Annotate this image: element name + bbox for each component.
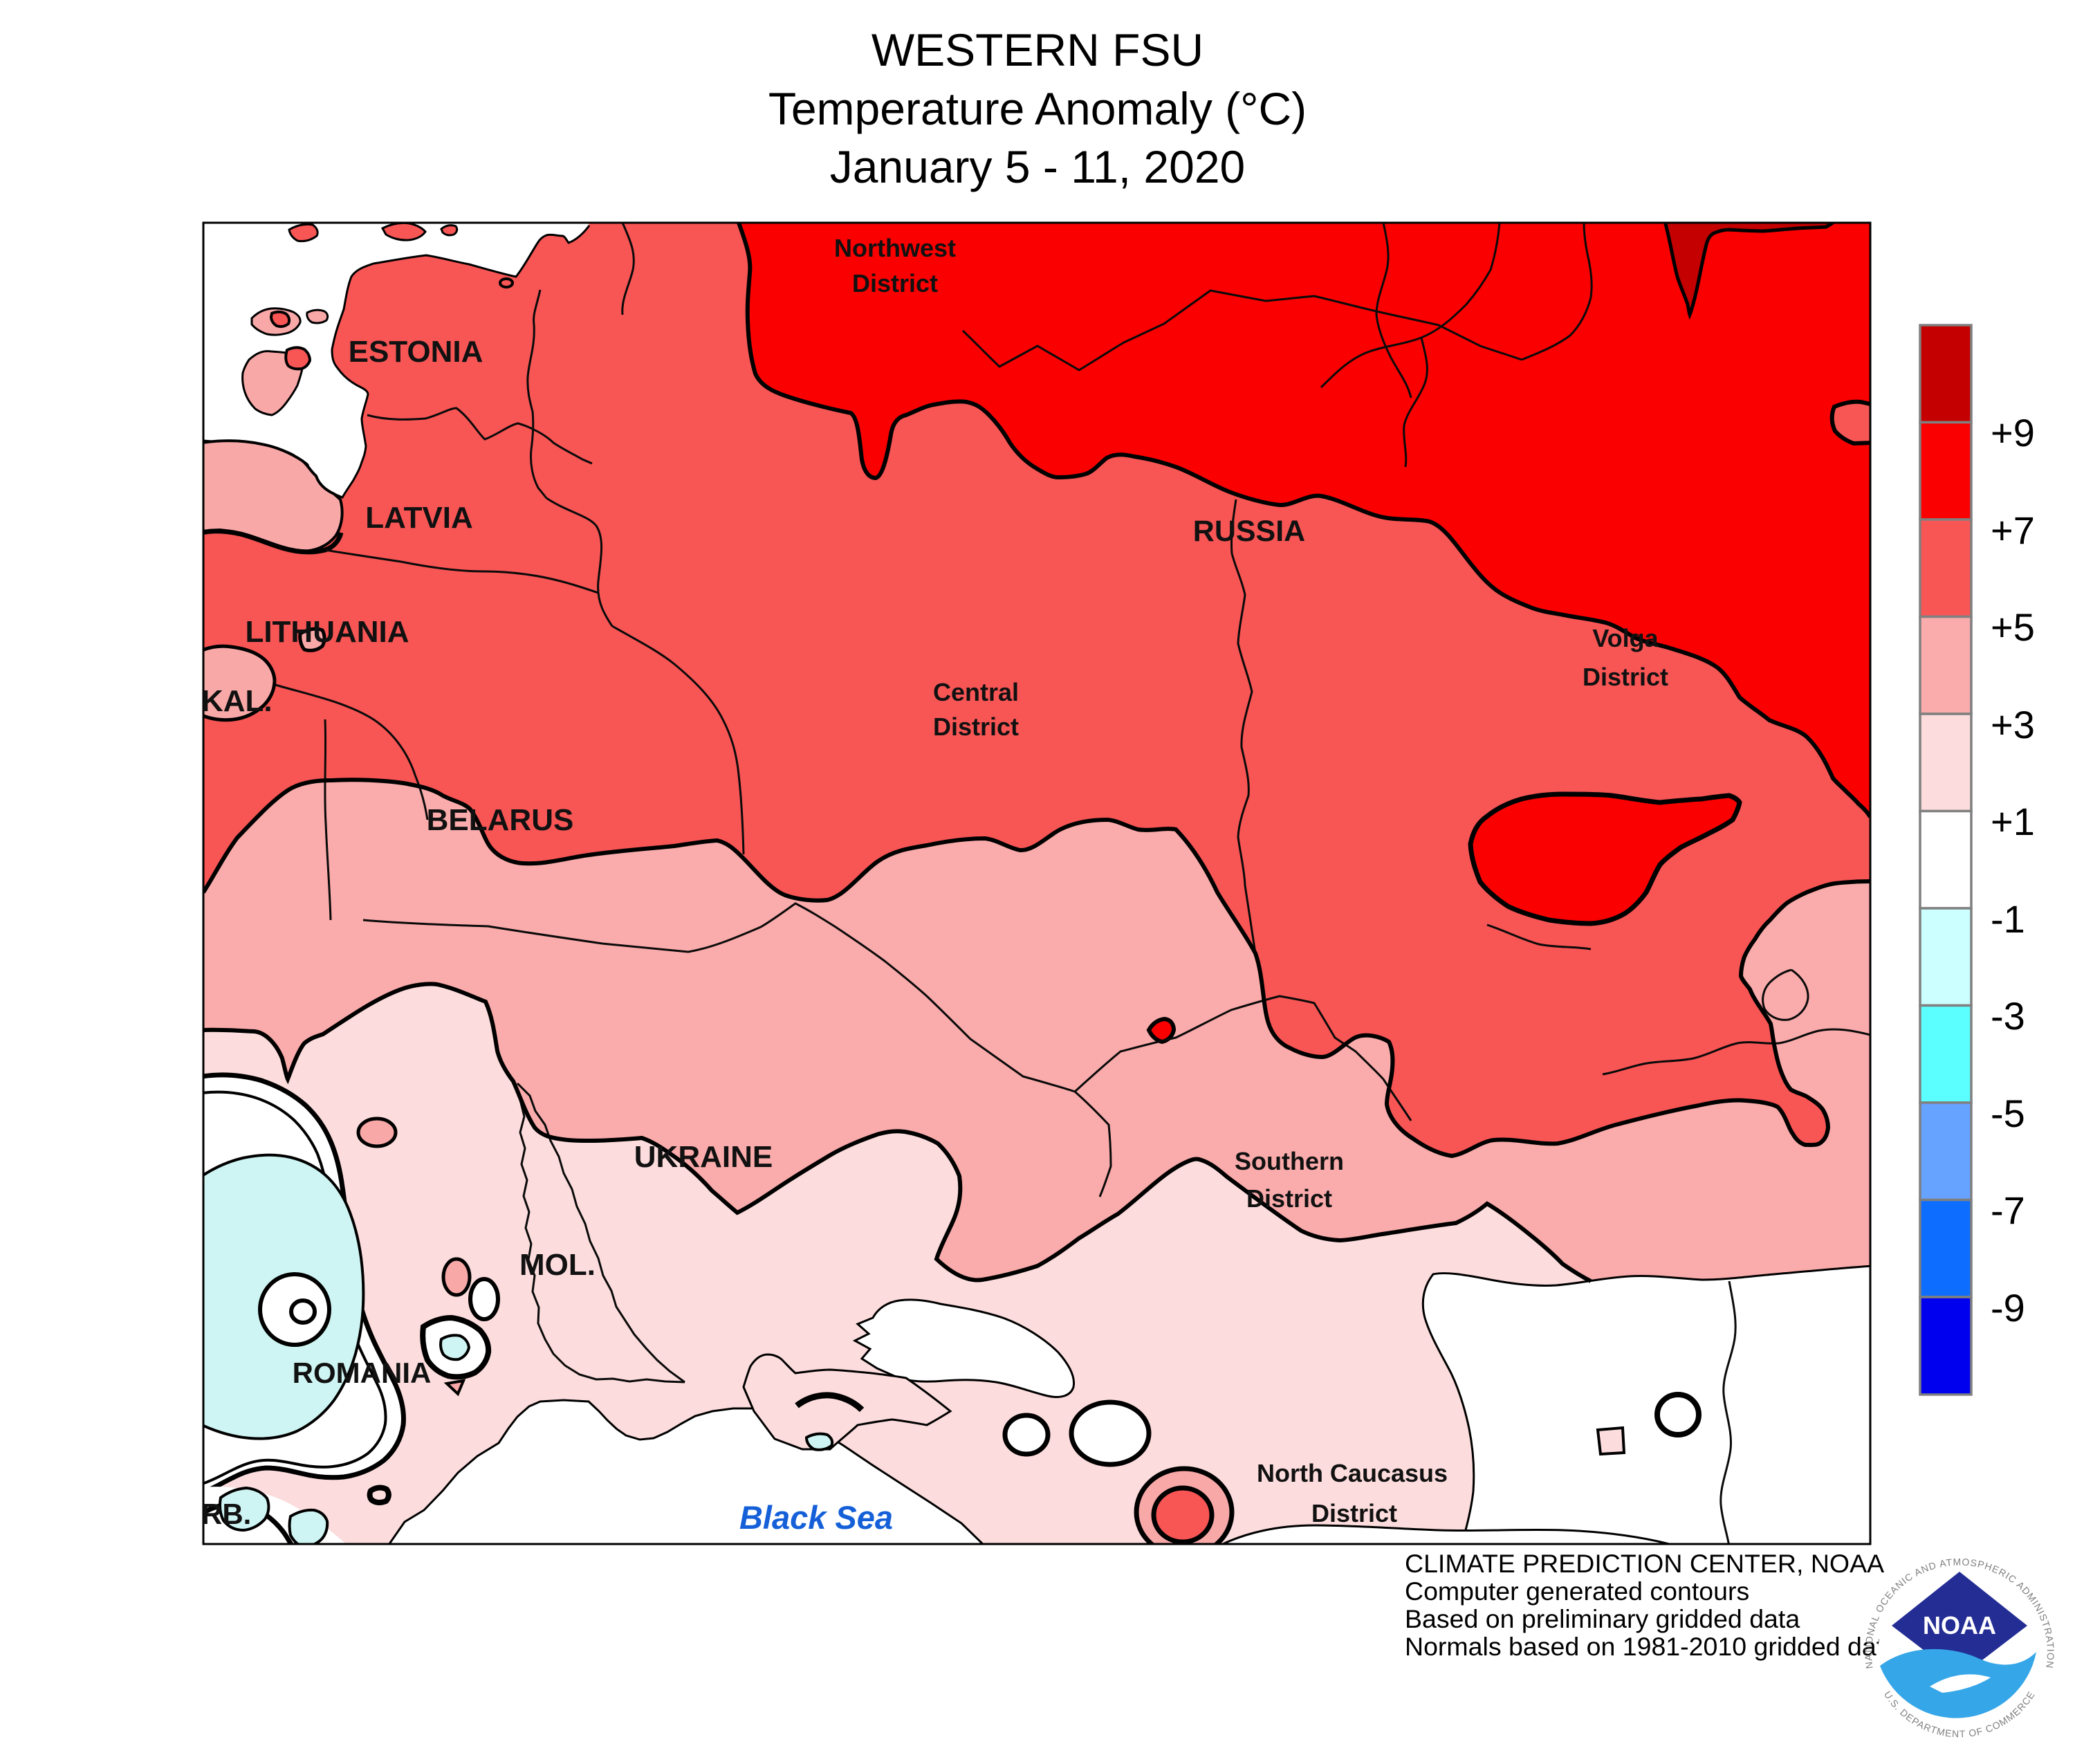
svg-text:+1: +1 (1991, 800, 2035, 843)
svg-text:-7: -7 (1991, 1188, 2025, 1232)
svg-text:WESTERN FSU: WESTERN FSU (872, 24, 1204, 75)
svg-text:-5: -5 (1991, 1092, 2025, 1135)
svg-text:Computer generated contours: Computer generated contours (1405, 1577, 1749, 1606)
svg-text:District: District (1311, 1499, 1397, 1527)
svg-text:BELARUS: BELARUS (427, 803, 574, 837)
svg-text:Black Sea: Black Sea (739, 1499, 893, 1536)
svg-text:RB.: RB. (201, 1498, 251, 1530)
svg-text:-1: -1 (1991, 897, 2025, 941)
svg-text:CLIMATE PREDICTION CENTER, NOA: CLIMATE PREDICTION CENTER, NOAA (1405, 1549, 1884, 1578)
svg-text:Temperature Anomaly (°C): Temperature Anomaly (°C) (768, 83, 1307, 134)
svg-text:Normals based on 1981-2010 gri: Normals based on 1981-2010 gridded data (1405, 1632, 1898, 1661)
svg-text:LATVIA: LATVIA (365, 501, 473, 535)
svg-text:+3: +3 (1991, 703, 2035, 746)
svg-text:District: District (852, 269, 938, 297)
svg-text:KAL.: KAL. (201, 684, 273, 718)
svg-text:ROMANIA: ROMANIA (293, 1357, 432, 1389)
svg-text:+5: +5 (1991, 605, 2035, 649)
svg-text:Based on preliminary gridded d: Based on preliminary gridded data (1405, 1604, 1800, 1633)
svg-text:NOAA: NOAA (1923, 1611, 1996, 1639)
svg-text:District: District (1583, 663, 1668, 691)
svg-text:-9: -9 (1991, 1286, 2025, 1330)
svg-text:Southern: Southern (1235, 1147, 1344, 1175)
svg-text:Northwest: Northwest (834, 234, 956, 262)
svg-text:January 5 - 11, 2020: January 5 - 11, 2020 (830, 141, 1246, 192)
svg-text:North Caucasus: North Caucasus (1257, 1459, 1448, 1487)
svg-text:+7: +7 (1991, 508, 2035, 552)
svg-text:+9: +9 (1991, 411, 2035, 454)
svg-text:-3: -3 (1991, 994, 2025, 1038)
svg-text:UKRAINE: UKRAINE (634, 1140, 773, 1174)
svg-text:ESTONIA: ESTONIA (349, 335, 483, 369)
svg-text:MOL.: MOL. (519, 1248, 596, 1282)
svg-text:District: District (1246, 1184, 1332, 1213)
svg-text:District: District (933, 713, 1019, 741)
svg-text:RUSSIA: RUSSIA (1193, 515, 1305, 548)
svg-text:LITHUANIA: LITHUANIA (245, 615, 409, 649)
svg-text:Central: Central (933, 678, 1019, 706)
svg-text:Volga: Volga (1592, 624, 1659, 652)
